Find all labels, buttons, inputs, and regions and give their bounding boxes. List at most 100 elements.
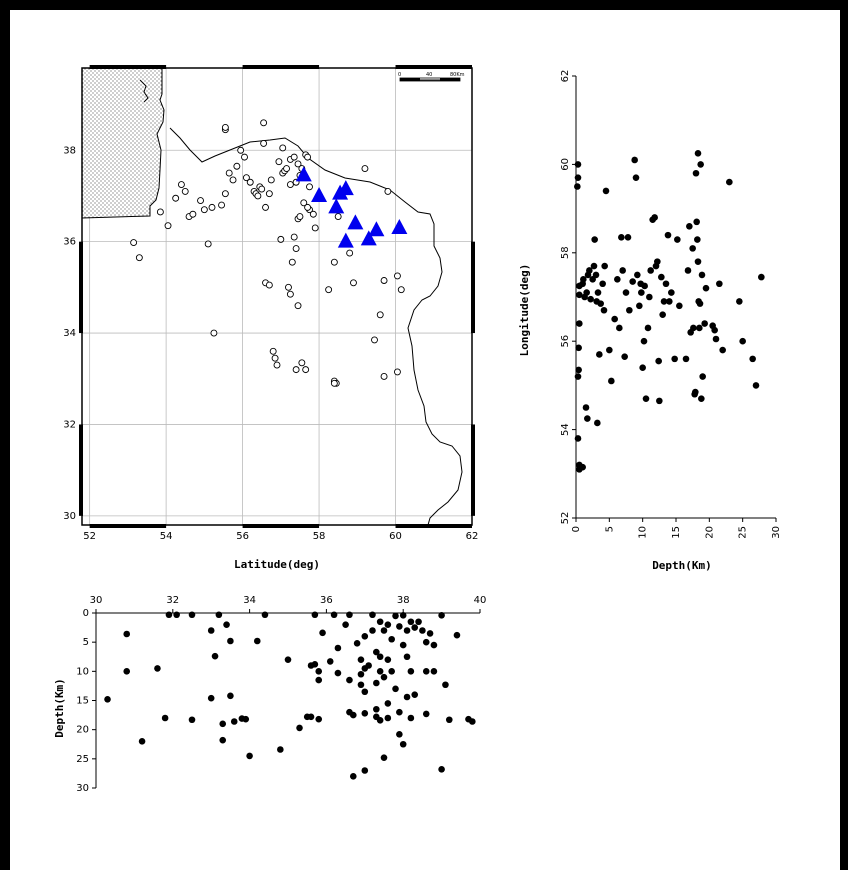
ld-point <box>422 710 430 718</box>
dl-point <box>736 298 743 305</box>
ld-point <box>242 715 250 723</box>
epicenter-marker <box>258 185 266 193</box>
epicenter-marker <box>208 203 216 211</box>
epicenter-marker <box>200 206 208 214</box>
ld-point <box>396 708 403 716</box>
station-marker <box>328 198 345 214</box>
dl-point <box>638 289 645 296</box>
depth-longitude-panel: 52 54 56 58 60 62 0 5 10 15 20 25 30 Depth(Km) Longi… <box>518 70 782 572</box>
dl-point <box>664 231 672 239</box>
epicenter-marker <box>177 181 185 188</box>
epicenter-marker <box>288 258 296 266</box>
dl-point <box>676 302 683 310</box>
dl-point <box>694 258 702 265</box>
dl-point <box>574 183 581 190</box>
ld-point <box>261 611 269 619</box>
ld-point <box>365 662 372 669</box>
dl-point <box>682 355 690 363</box>
ld-axes: 30 32 34 36 38 40 0 5 10 15 20 25 30 <box>76 595 486 794</box>
dl-point <box>614 276 621 283</box>
dl-point <box>580 276 587 283</box>
dl-point <box>674 236 681 243</box>
ld-point <box>445 716 453 724</box>
dl-point <box>574 373 582 380</box>
ld-point <box>376 668 384 675</box>
dl-point <box>597 300 604 307</box>
dl-point <box>632 174 640 181</box>
ld-point <box>407 618 415 626</box>
station-marker <box>311 186 328 202</box>
ld-point <box>315 668 323 675</box>
dl-point <box>693 218 700 226</box>
epicenter-marker <box>135 254 143 262</box>
ld-x-tick-label: 38 <box>397 595 410 606</box>
epicenter-marker <box>376 311 384 319</box>
ld-point <box>407 668 415 675</box>
map-x-tick-label: 62 <box>466 531 479 542</box>
dl-y-tick-label: 58 <box>560 246 571 259</box>
ld-point <box>392 612 399 620</box>
dl-point <box>583 289 590 296</box>
epicenter-marker <box>292 366 300 374</box>
dl-point <box>626 306 633 314</box>
ld-point <box>315 676 323 684</box>
ld-point <box>384 700 392 707</box>
dl-y-tick-label: 60 <box>560 158 571 171</box>
epicenter-marker <box>233 162 241 170</box>
dl-point <box>654 258 661 265</box>
dl-point <box>631 156 638 164</box>
ld-point <box>353 640 361 647</box>
epicenter-marker <box>221 190 229 198</box>
epicenter-marker <box>265 281 273 289</box>
dl-point <box>697 161 704 168</box>
epicenter-marker <box>371 336 378 344</box>
ld-point <box>403 653 411 661</box>
dl-point <box>690 324 697 332</box>
coastline <box>139 79 463 525</box>
dl-point <box>574 174 582 181</box>
map-y-tick-label: 30 <box>63 511 76 522</box>
station-marker <box>295 166 312 182</box>
dl-point <box>582 404 590 411</box>
ld-point <box>230 718 238 725</box>
epicenter-marker <box>380 373 388 380</box>
ld-point <box>380 754 388 761</box>
ld-point <box>296 724 303 732</box>
dl-point <box>639 364 646 372</box>
epicenter-marker <box>283 165 291 172</box>
dl-y-axis-label: Longitude(deg) <box>518 264 531 357</box>
epicenter-marker <box>325 286 333 294</box>
sea-area <box>82 68 165 219</box>
dl-point <box>749 355 756 363</box>
epicenter-marker <box>237 146 245 154</box>
ld-point <box>399 612 407 619</box>
dl-point <box>634 271 641 279</box>
dl-point <box>656 397 663 405</box>
ld-point <box>357 670 365 678</box>
epicenter-marker <box>260 119 268 127</box>
epicenter-marker <box>229 176 237 184</box>
epicenter-marker <box>290 153 298 161</box>
ld-point <box>123 630 131 638</box>
dl-point <box>606 346 613 354</box>
dl-point <box>694 236 701 243</box>
dl-point <box>642 395 650 402</box>
ld-point <box>161 714 169 722</box>
dl-point <box>716 280 723 288</box>
map-x-tick-label: 56 <box>236 531 249 542</box>
map-x-tick-label: 52 <box>83 531 96 542</box>
ld-point <box>373 705 380 713</box>
dl-point <box>596 351 603 358</box>
epicenter-marker <box>330 258 338 266</box>
map-x-tick-label: 60 <box>389 531 402 542</box>
epicenter-marker <box>197 197 204 204</box>
map-points <box>130 119 408 387</box>
epicenter-marker <box>277 235 285 243</box>
ld-point <box>207 627 215 634</box>
epicenter-marker <box>286 290 294 298</box>
ld-x-tick-label: 32 <box>166 595 179 606</box>
ld-point <box>384 714 392 722</box>
dl-point <box>739 337 746 345</box>
epicenter-marker <box>260 139 268 147</box>
ld-point <box>430 668 438 675</box>
